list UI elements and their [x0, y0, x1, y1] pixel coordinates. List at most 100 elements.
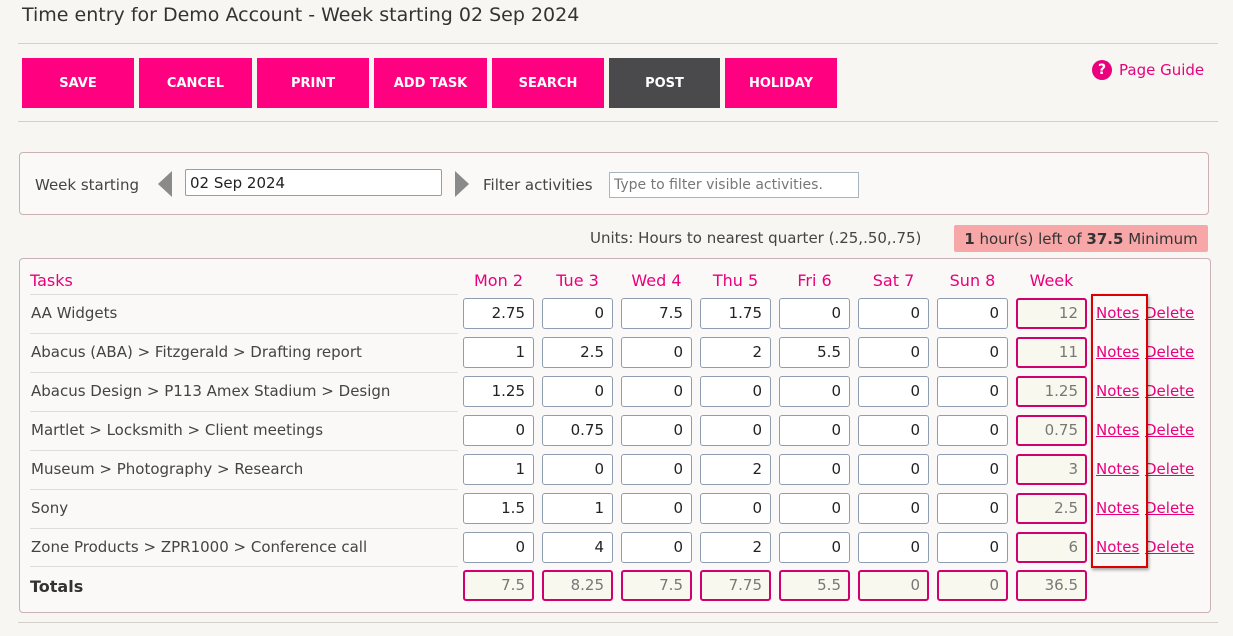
hours-input-fri[interactable]: 5.5	[779, 337, 850, 368]
week-total: 2.5	[1016, 493, 1087, 524]
hours-input-wed[interactable]: 0	[621, 454, 692, 485]
notes-link[interactable]: Notes	[1096, 460, 1140, 478]
week-total: 6	[1016, 532, 1087, 563]
hours-input-wed[interactable]: 0	[621, 532, 692, 563]
hours-input-sat[interactable]: 0	[858, 337, 929, 368]
hours-input-wed[interactable]: 0	[621, 415, 692, 446]
notes-link[interactable]: Notes	[1096, 421, 1140, 439]
hours-input-thu[interactable]: 1.75	[700, 298, 771, 329]
hours-input-tue[interactable]: 2.5	[542, 337, 613, 368]
column-header-wed: Wed 4	[631, 271, 682, 290]
task-name: AA Widgets	[31, 304, 118, 322]
hours-input-wed[interactable]: 0	[621, 337, 692, 368]
hours-input-tue[interactable]: 0.75	[542, 415, 613, 446]
notes-link[interactable]: Notes	[1096, 304, 1140, 322]
hours-input-mon[interactable]: 0	[463, 415, 534, 446]
hours-input-thu[interactable]: 0	[700, 376, 771, 407]
week-total: 1.25	[1016, 376, 1087, 407]
week-total: 0.75	[1016, 415, 1087, 446]
page-guide-link[interactable]: ? Page Guide	[1092, 60, 1204, 80]
totals-label: Totals	[30, 577, 84, 596]
minimum-value: 37.5	[1086, 229, 1124, 248]
filter-activities-input[interactable]	[609, 172, 859, 198]
hours-input-wed[interactable]: 0	[621, 493, 692, 524]
week-total: 11	[1016, 337, 1087, 368]
hours-input-sat[interactable]: 0	[858, 415, 929, 446]
hours-input-sun[interactable]: 0	[937, 415, 1008, 446]
holiday-button[interactable]: HOLIDAY	[725, 58, 837, 108]
task-name: Martlet > Locksmith > Client meetings	[31, 421, 324, 439]
hours-input-thu[interactable]: 2	[700, 532, 771, 563]
hours-input-thu[interactable]: 2	[700, 337, 771, 368]
total-wed: 7.5	[621, 570, 692, 601]
delete-link[interactable]: Delete	[1145, 343, 1195, 361]
hours-input-sat[interactable]: 0	[858, 493, 929, 524]
triangle-right-icon[interactable]	[455, 171, 469, 197]
week-date-input[interactable]	[185, 169, 442, 196]
hours-input-sun[interactable]: 0	[937, 376, 1008, 407]
task-name: Abacus Design > P113 Amex Stadium > Desi…	[31, 382, 391, 400]
hours-input-sun[interactable]: 0	[937, 454, 1008, 485]
hours-input-mon[interactable]: 1	[463, 337, 534, 368]
hours-input-sun[interactable]: 0	[937, 298, 1008, 329]
hours-input-thu[interactable]: 0	[700, 415, 771, 446]
minimum-suffix: Minimum	[1123, 229, 1198, 248]
hours-input-tue[interactable]: 0	[542, 376, 613, 407]
timesheet-grid	[19, 258, 1211, 613]
page-guide-label: Page Guide	[1119, 61, 1205, 79]
row-divider	[30, 372, 458, 373]
delete-link[interactable]: Delete	[1145, 538, 1195, 556]
search-button[interactable]: SEARCH	[492, 58, 604, 108]
hours-input-tue[interactable]: 1	[542, 493, 613, 524]
column-header-fri: Fri 6	[797, 271, 832, 290]
notes-link[interactable]: Notes	[1096, 499, 1140, 517]
hours-input-sat[interactable]: 0	[858, 454, 929, 485]
delete-link[interactable]: Delete	[1145, 460, 1195, 478]
cancel-button[interactable]: CANCEL	[139, 58, 252, 108]
hours-input-sat[interactable]: 0	[858, 298, 929, 329]
hours-input-sat[interactable]: 0	[858, 376, 929, 407]
divider	[18, 121, 1218, 122]
hours-input-fri[interactable]: 0	[779, 298, 850, 329]
hours-input-fri[interactable]: 0	[779, 493, 850, 524]
hours-input-fri[interactable]: 0	[779, 454, 850, 485]
hours-input-fri[interactable]: 0	[779, 376, 850, 407]
hours-input-mon[interactable]: 1.25	[463, 376, 534, 407]
hours-input-tue[interactable]: 0	[542, 298, 613, 329]
divider	[18, 622, 1218, 623]
notes-link[interactable]: Notes	[1096, 343, 1140, 361]
hours-input-mon[interactable]: 1.5	[463, 493, 534, 524]
notes-link[interactable]: Notes	[1096, 382, 1140, 400]
hours-input-wed[interactable]: 0	[621, 376, 692, 407]
column-header-mon: Mon 2	[474, 271, 523, 290]
delete-link[interactable]: Delete	[1145, 382, 1195, 400]
hours-input-mon[interactable]: 1	[463, 454, 534, 485]
hours-input-fri[interactable]: 0	[779, 532, 850, 563]
hours-input-fri[interactable]: 0	[779, 415, 850, 446]
row-divider	[30, 294, 458, 295]
hours-input-sun[interactable]: 0	[937, 337, 1008, 368]
week-starting-label: Week starting	[35, 176, 139, 194]
hours-input-wed[interactable]: 7.5	[621, 298, 692, 329]
hours-input-mon[interactable]: 0	[463, 532, 534, 563]
hours-input-sat[interactable]: 0	[858, 532, 929, 563]
hours-input-thu[interactable]: 0	[700, 493, 771, 524]
delete-link[interactable]: Delete	[1145, 499, 1195, 517]
save-button[interactable]: SAVE	[22, 58, 134, 108]
notes-link[interactable]: Notes	[1096, 538, 1140, 556]
print-button[interactable]: PRINT	[257, 58, 369, 108]
add-task-button[interactable]: ADD TASK	[374, 58, 487, 108]
total-sat: 0	[858, 570, 929, 601]
delete-link[interactable]: Delete	[1145, 304, 1195, 322]
hours-input-thu[interactable]: 2	[700, 454, 771, 485]
delete-link[interactable]: Delete	[1145, 421, 1195, 439]
hours-input-tue[interactable]: 4	[542, 532, 613, 563]
row-divider	[30, 333, 458, 334]
post-button[interactable]: POST	[609, 58, 720, 108]
hours-input-tue[interactable]: 0	[542, 454, 613, 485]
hours-input-sun[interactable]: 0	[937, 532, 1008, 563]
hours-input-sun[interactable]: 0	[937, 493, 1008, 524]
triangle-left-icon[interactable]	[158, 171, 172, 197]
row-divider	[30, 489, 458, 490]
hours-input-mon[interactable]: 2.75	[463, 298, 534, 329]
